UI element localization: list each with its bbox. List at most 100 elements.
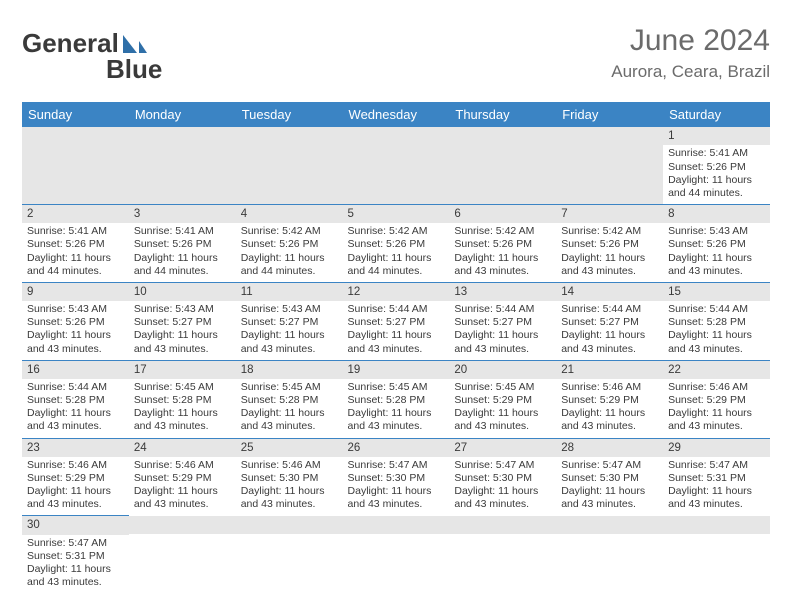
day-number: 25 bbox=[236, 439, 343, 457]
day-number: 23 bbox=[22, 439, 129, 457]
day-body: Sunrise: 5:42 AMSunset: 5:26 PMDaylight:… bbox=[236, 223, 343, 282]
day-number: 3 bbox=[129, 205, 236, 223]
day-body: Sunrise: 5:41 AMSunset: 5:26 PMDaylight:… bbox=[22, 223, 129, 282]
day-body: Sunrise: 5:45 AMSunset: 5:28 PMDaylight:… bbox=[343, 379, 450, 438]
day-body: Sunrise: 5:44 AMSunset: 5:27 PMDaylight:… bbox=[449, 301, 556, 360]
calendar-day-cell: 26Sunrise: 5:47 AMSunset: 5:30 PMDayligh… bbox=[343, 438, 450, 516]
day-number: 6 bbox=[449, 205, 556, 223]
day-number: 30 bbox=[22, 516, 129, 534]
calendar-day-cell: 25Sunrise: 5:46 AMSunset: 5:30 PMDayligh… bbox=[236, 438, 343, 516]
calendar-week-row: 16Sunrise: 5:44 AMSunset: 5:28 PMDayligh… bbox=[22, 360, 770, 438]
calendar-week-row: 23Sunrise: 5:46 AMSunset: 5:29 PMDayligh… bbox=[22, 438, 770, 516]
day-number: 24 bbox=[129, 439, 236, 457]
weekday-header-row: Sunday Monday Tuesday Wednesday Thursday… bbox=[22, 102, 770, 127]
weekday-header: Wednesday bbox=[343, 102, 450, 127]
calendar-body: 1 Sunrise: 5:41 AMSunset: 5:26 PMDaylight… bbox=[22, 127, 770, 593]
day-number: 4 bbox=[236, 205, 343, 223]
calendar-day-cell: 29Sunrise: 5:47 AMSunset: 5:31 PMDayligh… bbox=[663, 438, 770, 516]
day-number: 28 bbox=[556, 439, 663, 457]
calendar-day-cell bbox=[556, 127, 663, 204]
day-body: Sunrise: 5:46 AMSunset: 5:29 PMDaylight:… bbox=[556, 379, 663, 438]
calendar-day-cell: 18Sunrise: 5:45 AMSunset: 5:28 PMDayligh… bbox=[236, 360, 343, 438]
day-number: 8 bbox=[663, 205, 770, 223]
day-body: Sunrise: 5:42 AMSunset: 5:26 PMDaylight:… bbox=[556, 223, 663, 282]
calendar-day-cell bbox=[236, 516, 343, 593]
day-number: 17 bbox=[129, 361, 236, 379]
day-number: 11 bbox=[236, 283, 343, 301]
calendar-day-cell bbox=[343, 127, 450, 204]
calendar-day-cell: 9Sunrise: 5:43 AMSunset: 5:26 PMDaylight… bbox=[22, 282, 129, 360]
calendar-day-cell: 5Sunrise: 5:42 AMSunset: 5:26 PMDaylight… bbox=[343, 204, 450, 282]
calendar-week-row: 2Sunrise: 5:41 AMSunset: 5:26 PMDaylight… bbox=[22, 204, 770, 282]
day-body: Sunrise: 5:42 AMSunset: 5:26 PMDaylight:… bbox=[449, 223, 556, 282]
day-body: Sunrise: 5:42 AMSunset: 5:26 PMDaylight:… bbox=[343, 223, 450, 282]
calendar-day-cell bbox=[663, 516, 770, 593]
day-body: Sunrise: 5:46 AMSunset: 5:30 PMDaylight:… bbox=[236, 457, 343, 516]
calendar-day-cell: 2Sunrise: 5:41 AMSunset: 5:26 PMDaylight… bbox=[22, 204, 129, 282]
day-number: 2 bbox=[22, 205, 129, 223]
day-number: 5 bbox=[343, 205, 450, 223]
day-body: Sunrise: 5:43 AMSunset: 5:27 PMDaylight:… bbox=[236, 301, 343, 360]
day-number: 22 bbox=[663, 361, 770, 379]
day-number: 13 bbox=[449, 283, 556, 301]
day-body: Sunrise: 5:47 AMSunset: 5:30 PMDaylight:… bbox=[449, 457, 556, 516]
day-body: Sunrise: 5:47 AMSunset: 5:31 PMDaylight:… bbox=[22, 535, 129, 594]
calendar-day-cell: 23Sunrise: 5:46 AMSunset: 5:29 PMDayligh… bbox=[22, 438, 129, 516]
calendar-day-cell: 13Sunrise: 5:44 AMSunset: 5:27 PMDayligh… bbox=[449, 282, 556, 360]
day-number: 14 bbox=[556, 283, 663, 301]
day-number: 10 bbox=[129, 283, 236, 301]
calendar-day-cell bbox=[22, 127, 129, 204]
day-number: 26 bbox=[343, 439, 450, 457]
calendar-day-cell: 4Sunrise: 5:42 AMSunset: 5:26 PMDaylight… bbox=[236, 204, 343, 282]
day-number: 7 bbox=[556, 205, 663, 223]
calendar-day-cell bbox=[129, 127, 236, 204]
calendar-day-cell: 27Sunrise: 5:47 AMSunset: 5:30 PMDayligh… bbox=[449, 438, 556, 516]
calendar-day-cell bbox=[129, 516, 236, 593]
day-body: Sunrise: 5:46 AMSunset: 5:29 PMDaylight:… bbox=[663, 379, 770, 438]
calendar-day-cell: 7Sunrise: 5:42 AMSunset: 5:26 PMDaylight… bbox=[556, 204, 663, 282]
calendar-day-cell: 6Sunrise: 5:42 AMSunset: 5:26 PMDaylight… bbox=[449, 204, 556, 282]
day-number: 15 bbox=[663, 283, 770, 301]
day-body: Sunrise: 5:41 AMSunset: 5:26 PMDaylight:… bbox=[129, 223, 236, 282]
calendar-day-cell: 19Sunrise: 5:45 AMSunset: 5:28 PMDayligh… bbox=[343, 360, 450, 438]
calendar-day-cell bbox=[556, 516, 663, 593]
calendar-table: Sunday Monday Tuesday Wednesday Thursday… bbox=[22, 102, 770, 593]
calendar-day-cell: 30Sunrise: 5:47 AMSunset: 5:31 PMDayligh… bbox=[22, 516, 129, 593]
logo-text-2: Blue bbox=[106, 54, 162, 84]
header: General General Blue June 2024 Aurora, C… bbox=[22, 24, 770, 96]
day-body: Sunrise: 5:43 AMSunset: 5:26 PMDaylight:… bbox=[22, 301, 129, 360]
day-number: 21 bbox=[556, 361, 663, 379]
calendar-day-cell: 8Sunrise: 5:43 AMSunset: 5:26 PMDaylight… bbox=[663, 204, 770, 282]
day-number: 16 bbox=[22, 361, 129, 379]
day-body: Sunrise: 5:44 AMSunset: 5:27 PMDaylight:… bbox=[343, 301, 450, 360]
day-body: Sunrise: 5:44 AMSunset: 5:28 PMDaylight:… bbox=[22, 379, 129, 438]
weekday-header: Saturday bbox=[663, 102, 770, 127]
day-body: Sunrise: 5:43 AMSunset: 5:27 PMDaylight:… bbox=[129, 301, 236, 360]
day-number: 20 bbox=[449, 361, 556, 379]
day-body: Sunrise: 5:46 AMSunset: 5:29 PMDaylight:… bbox=[22, 457, 129, 516]
day-body: Sunrise: 5:47 AMSunset: 5:30 PMDaylight:… bbox=[556, 457, 663, 516]
weekday-header: Tuesday bbox=[236, 102, 343, 127]
logo-text-2-wrap: Blue bbox=[106, 54, 162, 85]
day-number: 9 bbox=[22, 283, 129, 301]
day-number: 27 bbox=[449, 439, 556, 457]
calendar-week-row: 1Sunrise: 5:41 AMSunset: 5:26 PMDaylight… bbox=[22, 127, 770, 204]
day-number: 19 bbox=[343, 361, 450, 379]
day-number: 29 bbox=[663, 439, 770, 457]
day-body: Sunrise: 5:45 AMSunset: 5:28 PMDaylight:… bbox=[129, 379, 236, 438]
day-body: Sunrise: 5:46 AMSunset: 5:29 PMDaylight:… bbox=[129, 457, 236, 516]
day-number: 1 bbox=[663, 127, 770, 145]
calendar-day-cell: 21Sunrise: 5:46 AMSunset: 5:29 PMDayligh… bbox=[556, 360, 663, 438]
calendar-day-cell bbox=[449, 516, 556, 593]
calendar-day-cell: 11Sunrise: 5:43 AMSunset: 5:27 PMDayligh… bbox=[236, 282, 343, 360]
calendar-day-cell: 12Sunrise: 5:44 AMSunset: 5:27 PMDayligh… bbox=[343, 282, 450, 360]
calendar-day-cell: 14Sunrise: 5:44 AMSunset: 5:27 PMDayligh… bbox=[556, 282, 663, 360]
calendar-day-cell bbox=[343, 516, 450, 593]
calendar-day-cell: 17Sunrise: 5:45 AMSunset: 5:28 PMDayligh… bbox=[129, 360, 236, 438]
day-body: Sunrise: 5:47 AMSunset: 5:30 PMDaylight:… bbox=[343, 457, 450, 516]
calendar-week-row: 9Sunrise: 5:43 AMSunset: 5:26 PMDaylight… bbox=[22, 282, 770, 360]
calendar-day-cell: 20Sunrise: 5:45 AMSunset: 5:29 PMDayligh… bbox=[449, 360, 556, 438]
calendar-day-cell bbox=[236, 127, 343, 204]
calendar-day-cell: 28Sunrise: 5:47 AMSunset: 5:30 PMDayligh… bbox=[556, 438, 663, 516]
calendar-day-cell: 24Sunrise: 5:46 AMSunset: 5:29 PMDayligh… bbox=[129, 438, 236, 516]
